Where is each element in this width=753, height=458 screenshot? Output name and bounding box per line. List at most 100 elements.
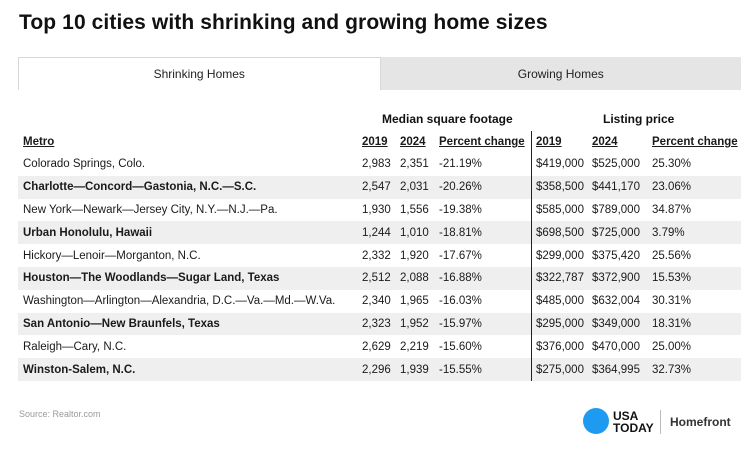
table-row: Winston-Salem, N.C. 2,296 1,939 -15.55% $275… <box>18 358 741 381</box>
cell-metro: Washington—Arlington—Alexandria, D.C.—Va… <box>23 295 336 308</box>
column-header-price-percent-change[interactable]: Percent change <box>652 136 738 148</box>
cell-price-2024: $525,000 <box>592 158 640 171</box>
cell-sqft-percent-change: -16.03% <box>439 295 482 308</box>
table-row: Houston—The Woodlands—Sugar Land, Texas 2… <box>18 266 741 290</box>
cell-sqft-2019: 2,296 <box>362 363 391 376</box>
cell-sqft-2024: 2,351 <box>400 158 429 171</box>
usa-today-logo-text: USA TODAY <box>613 410 654 434</box>
cell-price-2019: $698,500 <box>536 226 584 239</box>
cell-price-2019: $358,500 <box>536 181 584 194</box>
cell-sqft-2019: 2,547 <box>362 181 391 194</box>
column-header-sqft-2024[interactable]: 2024 <box>400 136 426 148</box>
cell-metro: Winston-Salem, N.C. <box>23 363 136 376</box>
cell-price-percent-change: 25.56% <box>652 249 692 262</box>
cell-sqft-2019: 2,983 <box>362 158 391 171</box>
cell-price-2019: $419,000 <box>536 158 584 171</box>
cell-price-2024: $375,420 <box>592 249 640 262</box>
cell-price-percent-change: 18.31% <box>652 317 692 330</box>
tab-bar: Shrinking Homes Growing Homes <box>18 57 741 90</box>
table-row: Charlotte—Concord—Gastonia, N.C.—S.C. 2,5… <box>18 175 741 199</box>
cell-sqft-2024: 1,010 <box>400 226 429 239</box>
table-row: Hickory—Lenoir—Morganton, N.C. 2,332 1,920… <box>18 244 741 267</box>
cell-price-percent-change: 25.30% <box>652 158 692 171</box>
cell-price-2024: $372,900 <box>592 272 640 285</box>
cell-sqft-2024: 2,031 <box>400 181 429 194</box>
cell-metro: Raleigh—Cary, N.C. <box>23 340 127 353</box>
page-title: Top 10 cities with shrinking and growing… <box>19 11 548 34</box>
cell-metro: Colorado Springs, Colo. <box>23 158 146 171</box>
cell-price-2024: $470,000 <box>592 340 640 353</box>
tab-shrinking-homes[interactable]: Shrinking Homes <box>18 57 381 90</box>
cell-price-2019: $322,787 <box>536 272 584 285</box>
cell-price-2019: $485,000 <box>536 295 584 308</box>
cell-metro: Charlotte—Concord—Gastonia, N.C.—S.C. <box>23 181 257 194</box>
table-row: Washington—Arlington—Alexandria, D.C.—Va… <box>18 290 741 313</box>
cell-sqft-2019: 2,323 <box>362 317 391 330</box>
table-row: New York—Newark—Jersey City, N.Y.—N.J.—P… <box>18 199 741 222</box>
cell-price-2024: $441,170 <box>592 181 640 194</box>
cell-price-2019: $299,000 <box>536 249 584 262</box>
cell-sqft-2019: 1,930 <box>362 203 391 216</box>
cell-metro: Hickory—Lenoir—Morganton, N.C. <box>23 249 201 262</box>
cell-price-2019: $295,000 <box>536 317 584 330</box>
logo-line-usa: USA <box>613 409 639 423</box>
cell-price-2019: $585,000 <box>536 203 584 216</box>
cell-price-percent-change: 30.31% <box>652 295 692 308</box>
logo-line-today: TODAY <box>613 421 654 435</box>
cell-sqft-percent-change: -15.55% <box>439 363 482 376</box>
cell-metro: Urban Honolulu, Hawaii <box>23 226 153 239</box>
cell-price-percent-change: 23.06% <box>652 181 692 194</box>
column-header-metro[interactable]: Metro <box>23 136 55 148</box>
cell-sqft-2024: 1,939 <box>400 363 429 376</box>
column-divider <box>531 131 532 381</box>
cell-sqft-2019: 1,244 <box>362 226 391 239</box>
cell-price-percent-change: 25.00% <box>652 340 692 353</box>
table-row: Colorado Springs, Colo. 2,983 2,351 -21.19%… <box>18 153 741 176</box>
cell-sqft-2024: 1,965 <box>400 295 429 308</box>
cell-sqft-percent-change: -18.81% <box>439 226 482 239</box>
table-row: San Antonio—New Braunfels, Texas 2,323 1,9… <box>18 312 741 336</box>
column-header-price-2019[interactable]: 2019 <box>536 136 562 148</box>
cell-price-percent-change: 15.53% <box>652 272 692 285</box>
tab-growing-homes[interactable]: Growing Homes <box>380 57 741 90</box>
cell-price-percent-change: 32.73% <box>652 363 692 376</box>
group-header-listing-price: Listing price <box>603 112 675 126</box>
cell-price-2024: $789,000 <box>592 203 640 216</box>
cell-price-percent-change: 3.79% <box>652 226 685 239</box>
data-table: Metro 2019 2024 Percent change 2019 2024… <box>18 131 741 381</box>
cell-sqft-2024: 1,920 <box>400 249 429 262</box>
homefront-logo: Homefront <box>670 415 731 429</box>
cell-sqft-2024: 2,088 <box>400 272 429 285</box>
cell-metro: Houston—The Woodlands—Sugar Land, Texas <box>23 272 280 285</box>
column-header-sqft-percent-change[interactable]: Percent change <box>439 136 525 148</box>
cell-sqft-2019: 2,332 <box>362 249 391 262</box>
cell-sqft-percent-change: -19.38% <box>439 203 482 216</box>
cell-price-2019: $275,000 <box>536 363 584 376</box>
logo-divider <box>660 410 661 434</box>
cell-price-2019: $376,000 <box>536 340 584 353</box>
cell-sqft-percent-change: -15.60% <box>439 340 482 353</box>
source-note: Source: Realtor.com <box>19 409 101 419</box>
table-row: Urban Honolulu, Hawaii 1,244 1,010 -18.81% $… <box>18 221 741 245</box>
cell-sqft-percent-change: -21.19% <box>439 158 482 171</box>
cell-sqft-2019: 2,629 <box>362 340 391 353</box>
cell-price-2024: $349,000 <box>592 317 640 330</box>
cell-sqft-2024: 2,219 <box>400 340 429 353</box>
cell-price-2024: $632,004 <box>592 295 640 308</box>
table-body: Colorado Springs, Colo. 2,983 2,351 -21.19%… <box>18 153 741 381</box>
group-header-median-square-footage: Median square footage <box>382 112 513 126</box>
cell-sqft-2024: 1,556 <box>400 203 429 216</box>
usa-today-logo-icon <box>583 408 609 434</box>
cell-sqft-percent-change: -20.26% <box>439 181 482 194</box>
cell-price-percent-change: 34.87% <box>652 203 692 216</box>
cell-sqft-percent-change: -17.67% <box>439 249 482 262</box>
table-header-row: Metro 2019 2024 Percent change 2019 2024… <box>18 131 741 153</box>
cell-sqft-percent-change: -15.97% <box>439 317 482 330</box>
cell-metro: San Antonio—New Braunfels, Texas <box>23 317 220 330</box>
column-header-price-2024[interactable]: 2024 <box>592 136 618 148</box>
cell-sqft-2024: 1,952 <box>400 317 429 330</box>
cell-sqft-2019: 2,340 <box>362 295 391 308</box>
cell-sqft-percent-change: -16.88% <box>439 272 482 285</box>
cell-sqft-2019: 2,512 <box>362 272 391 285</box>
column-header-sqft-2019[interactable]: 2019 <box>362 136 388 148</box>
